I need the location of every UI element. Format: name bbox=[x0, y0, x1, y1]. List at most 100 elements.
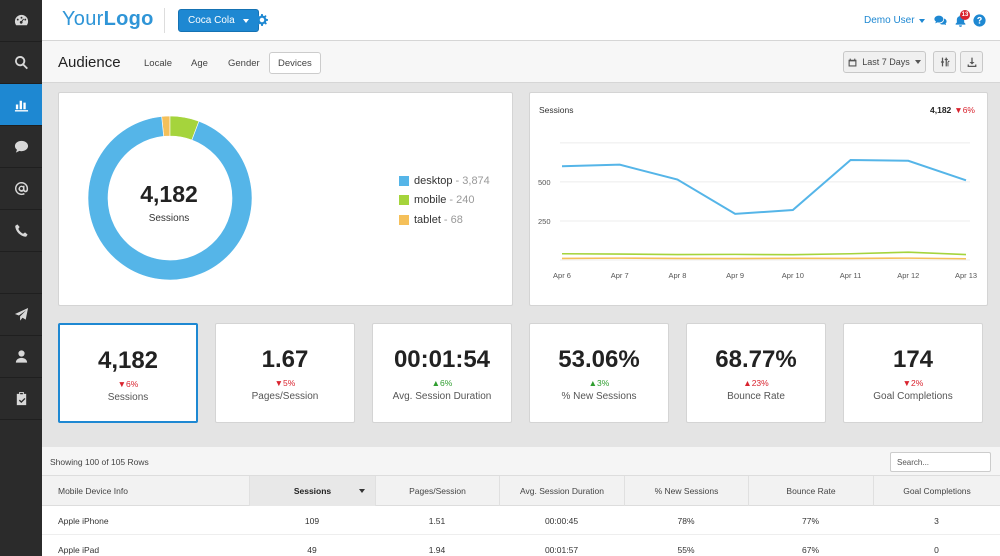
donut-label: Sessions bbox=[148, 213, 190, 224]
series-line-mobile bbox=[561, 251, 967, 256]
metric-value: 68.77% bbox=[715, 346, 797, 373]
date-range-label: Last 7 Days bbox=[862, 57, 910, 67]
device-donut-chart bbox=[87, 115, 253, 281]
legend-label: mobile bbox=[414, 194, 447, 207]
help-icon[interactable] bbox=[973, 14, 986, 27]
metric-card[interactable]: 174 ▼2% Goal Completions bbox=[843, 323, 983, 423]
tab-devices[interactable]: Devices bbox=[269, 52, 321, 74]
metric-label: Sessions bbox=[107, 392, 149, 403]
filter-settings-button[interactable] bbox=[933, 51, 956, 73]
chevron-down-icon bbox=[914, 60, 921, 64]
legend-item-mobile: mobile - 240 bbox=[399, 191, 490, 211]
metric-change: ▼2% bbox=[902, 378, 924, 388]
column-header[interactable]: Mobile Device Info bbox=[58, 486, 128, 496]
metric-label: Pages/Session bbox=[251, 391, 319, 402]
table-cell: 78% bbox=[677, 515, 695, 526]
phone-icon bbox=[14, 224, 28, 237]
column-header-sorted[interactable]: Sessions bbox=[249, 476, 375, 506]
metric-value: 174 bbox=[892, 346, 934, 373]
metric-value: 1.67 bbox=[261, 346, 309, 373]
metric-change: ▲6% bbox=[431, 378, 453, 388]
table-cell: 77% bbox=[801, 515, 819, 526]
search-input[interactable] bbox=[890, 452, 991, 472]
user-name: Demo User bbox=[864, 15, 915, 26]
chevron-down-icon bbox=[918, 18, 925, 23]
gear-icon[interactable] bbox=[256, 14, 268, 26]
table-cell: 67% bbox=[801, 544, 819, 555]
table-cell: Apple iPad bbox=[58, 544, 100, 555]
x-tick-label: Apr 12 bbox=[897, 271, 919, 280]
sidebar-item-messages[interactable] bbox=[0, 126, 42, 168]
user-menu[interactable]: Demo User bbox=[864, 15, 925, 26]
metric-card[interactable]: 00:01:54 ▲6% Avg. Session Duration bbox=[372, 323, 512, 423]
line-chart-total: 4,182 ▼6% bbox=[930, 105, 975, 115]
metric-value: 4,182 bbox=[97, 347, 159, 374]
metric-label: Avg. Session Duration bbox=[392, 391, 492, 402]
x-tick-label: Apr 8 bbox=[668, 271, 686, 280]
logo[interactable]: YourLogo bbox=[62, 8, 154, 31]
column-header[interactable]: Pages/Session bbox=[375, 476, 499, 506]
metric-label: Goal Completions bbox=[873, 391, 953, 402]
brand-select-button[interactable]: Coca Cola bbox=[178, 9, 259, 32]
legend-item-desktop: desktop - 3,874 bbox=[399, 171, 490, 191]
calendar-icon bbox=[848, 58, 857, 66]
metric-card[interactable]: 1.67 ▼5% Pages/Session bbox=[215, 323, 355, 423]
tab-age[interactable]: Age bbox=[191, 57, 208, 69]
x-tick-label: Apr 10 bbox=[782, 271, 804, 280]
table-cell: 55% bbox=[677, 544, 695, 555]
table-row[interactable]: Apple iPhone 109 1.51 00:00:45 78% 77% 3 bbox=[42, 506, 1000, 535]
date-range-button[interactable]: Last 7 Days bbox=[843, 51, 926, 73]
tab-locale[interactable]: Locale bbox=[144, 57, 172, 69]
metric-value: 53.06% bbox=[558, 346, 640, 373]
download-icon bbox=[967, 57, 976, 67]
metric-card[interactable]: 4,182 ▼6% Sessions bbox=[58, 323, 198, 423]
page-title: Audience bbox=[58, 54, 121, 71]
device-breakdown-panel: 4,182 Sessions desktop - 3,874 mobile - … bbox=[58, 92, 513, 306]
metric-card[interactable]: 53.06% ▲3% % New Sessions bbox=[529, 323, 669, 423]
sidebar-item-search[interactable] bbox=[0, 42, 42, 84]
sessions-line-panel: Sessions 4,182 ▼6% 250 500 Apr 6 Apr 7 Apr 8 A… bbox=[529, 92, 988, 306]
sidebar-item-users[interactable] bbox=[0, 336, 42, 378]
table-cell: 3 bbox=[934, 515, 939, 526]
column-header[interactable]: Avg. Session Duration bbox=[499, 476, 624, 506]
column-header[interactable]: Goal Completions bbox=[873, 476, 1000, 506]
chat-icon[interactable] bbox=[934, 14, 947, 27]
legend-label: desktop bbox=[414, 174, 453, 187]
y-tick-label: 250 bbox=[538, 217, 551, 226]
sessions-line-chart: 250 500 Apr 6 Apr 7 Apr 8 Apr 9 Apr 10 Apr 11 Ap… bbox=[538, 142, 977, 280]
x-tick-label: Apr 6 bbox=[553, 271, 571, 280]
legend-label: tablet bbox=[414, 213, 441, 226]
y-tick-label: 500 bbox=[538, 178, 551, 187]
metric-card[interactable]: 68.77% ▲23% Bounce Rate bbox=[686, 323, 826, 423]
sidebar-item-tasks[interactable] bbox=[0, 378, 42, 420]
sidebar-item-campaigns[interactable] bbox=[0, 294, 42, 336]
chevron-down-icon bbox=[242, 18, 249, 23]
line-chart-title: Sessions bbox=[539, 105, 574, 115]
table-cell: 0 bbox=[934, 544, 939, 555]
chat-bubble-icon bbox=[14, 140, 28, 153]
table-toolbar: Showing 100 of 105 Rows bbox=[42, 447, 1000, 476]
tab-gender[interactable]: Gender bbox=[228, 57, 260, 69]
header-divider bbox=[164, 8, 165, 33]
column-header[interactable]: Bounce Rate bbox=[748, 476, 873, 506]
series-line-tablet bbox=[561, 257, 967, 260]
legend-value: 68 bbox=[450, 213, 463, 226]
download-button[interactable] bbox=[960, 51, 983, 73]
column-header[interactable]: % New Sessions bbox=[624, 476, 748, 506]
notification-badge: 13 bbox=[960, 10, 970, 20]
table-cell: Apple iPhone bbox=[58, 515, 109, 526]
table-row[interactable]: Apple iPad 49 1.94 00:01:57 55% 67% 0 bbox=[42, 535, 1000, 556]
clipboard-check-icon bbox=[16, 391, 26, 406]
logo-text-part1: Your bbox=[62, 8, 104, 30]
sidebar-item-dashboard[interactable] bbox=[0, 0, 42, 42]
sidebar-item-calls[interactable] bbox=[0, 210, 42, 252]
sidebar-item-mentions[interactable] bbox=[0, 168, 42, 210]
x-tick-label: Apr 11 bbox=[840, 271, 862, 280]
sliders-icon bbox=[940, 57, 949, 67]
metric-change: ▲3% bbox=[588, 378, 610, 388]
legend-swatch bbox=[399, 195, 409, 206]
metric-label: % New Sessions bbox=[561, 391, 637, 402]
donut-legend: desktop - 3,874 mobile - 240 tablet - 68 bbox=[399, 171, 490, 230]
sidebar-item-analytics[interactable] bbox=[0, 84, 42, 126]
donut-slice-desktop[interactable] bbox=[87, 116, 253, 281]
